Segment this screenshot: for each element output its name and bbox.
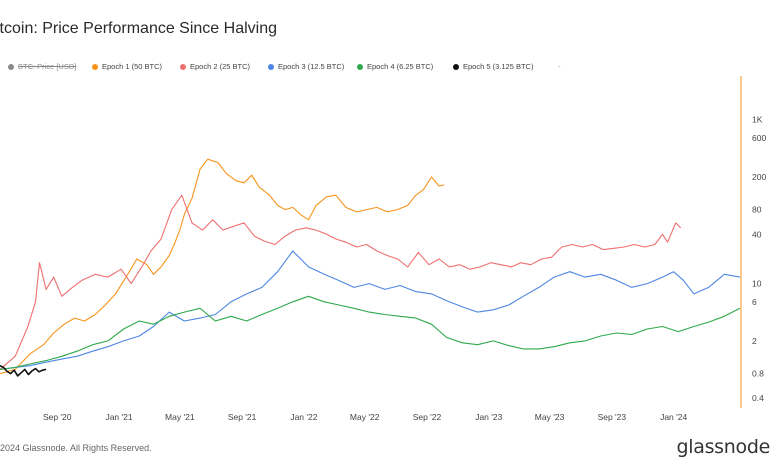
y-tick-label: 0.4 xyxy=(752,393,764,403)
y-tick-label: 10 xyxy=(752,279,762,289)
y-tick-label: 600 xyxy=(752,133,766,143)
copyright-footer: 2024 Glassnode. All Rights Reserved. xyxy=(0,443,152,453)
series-line-5 xyxy=(0,364,47,377)
legend-marker xyxy=(8,63,14,70)
legend-marker xyxy=(268,63,274,70)
y-tick-label: 1K xyxy=(752,115,763,125)
y-tick-label: 2 xyxy=(752,336,757,346)
legend-marker xyxy=(357,63,363,70)
x-tick-label: Jan '22 xyxy=(290,412,317,422)
legend-item[interactable]: Epoch 2 (25 BTC) xyxy=(180,62,250,71)
series-line-1 xyxy=(0,158,445,375)
legend-item[interactable]: Epoch 3 (12.5 BTC) xyxy=(268,62,344,71)
x-tick-label: May '23 xyxy=(535,412,565,422)
x-tick-label: May '22 xyxy=(350,412,380,422)
legend-label: Epoch 4 (6.25 BTC) xyxy=(367,62,434,71)
legend-item[interactable]: Epoch 5 (3.125 BTC) xyxy=(453,62,533,71)
legend-item[interactable]: Epoch 1 (50 BTC) xyxy=(92,62,162,71)
legend-marker xyxy=(453,63,459,70)
series-line-4 xyxy=(0,295,741,370)
x-tick-label: Sep '20 xyxy=(43,412,72,422)
y-tick-label: 6 xyxy=(752,297,757,307)
y-tick-label: 40 xyxy=(752,229,762,239)
legend-marker xyxy=(180,63,186,70)
y-tick-label: 0.8 xyxy=(752,369,764,379)
legend-marker xyxy=(92,63,98,70)
legend-label: Epoch 5 (3.125 BTC) xyxy=(463,62,534,71)
x-tick-label: Jan '24 xyxy=(660,412,687,422)
x-tick-label: Sep '22 xyxy=(413,412,442,422)
legend-item[interactable]: BTC: Price [USD] xyxy=(8,62,76,71)
glassnode-logo: glassnode xyxy=(676,436,771,458)
legend-label: Epoch 3 (12.5 BTC) xyxy=(278,62,345,71)
y-tick-label: 200 xyxy=(752,172,766,182)
legend-more[interactable]: - xyxy=(558,62,561,71)
legend-label: Epoch 2 (25 BTC) xyxy=(190,62,251,71)
series-line-3 xyxy=(0,250,741,370)
x-tick-label: Jan '21 xyxy=(105,412,132,422)
x-tick-label: May '21 xyxy=(165,412,195,422)
x-tick-label: Sep '21 xyxy=(228,412,257,422)
y-tick-label: 80 xyxy=(752,205,762,215)
legend-label: Epoch 1 (50 BTC) xyxy=(102,62,163,71)
legend-label: BTC: Price [USD] xyxy=(18,62,77,71)
series-line-2 xyxy=(0,194,682,370)
x-tick-label: Jan '23 xyxy=(475,412,502,422)
legend-item[interactable]: Epoch 4 (6.25 BTC) xyxy=(357,62,433,71)
chart-title: itcoin: Price Performance Since Halving xyxy=(0,20,278,37)
x-tick-label: Sep '23 xyxy=(598,412,627,422)
